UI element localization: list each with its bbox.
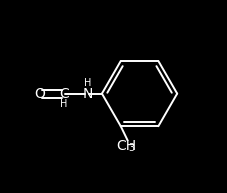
Text: H: H — [60, 99, 68, 109]
Text: 3: 3 — [129, 143, 135, 153]
Text: O: O — [34, 87, 45, 101]
Text: H: H — [84, 78, 91, 88]
Text: N: N — [83, 87, 93, 101]
Text: C: C — [59, 87, 69, 101]
Text: CH: CH — [116, 139, 136, 153]
